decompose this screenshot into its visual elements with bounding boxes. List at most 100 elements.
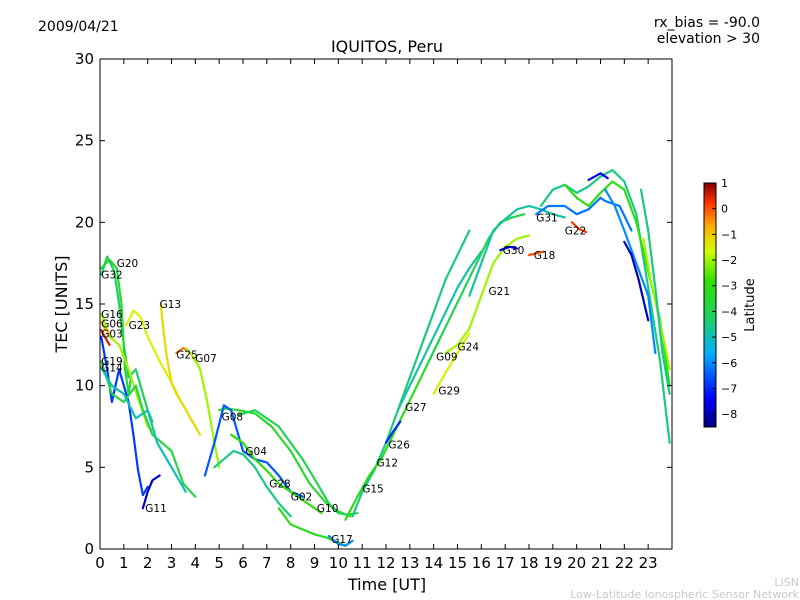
series-line-g05b xyxy=(623,240,650,322)
series-line-g03 xyxy=(100,329,111,346)
series-layer xyxy=(100,169,671,547)
series-line-g11b xyxy=(141,474,161,510)
x-tick-label: 0 xyxy=(95,554,105,572)
satellite-label-g09: G09 xyxy=(436,351,458,363)
x-axis: 0 1 2 3 4 5 6 7 8 9 10 11 12 13 14 15 16 17 18 19 20 21 22 23 xyxy=(95,59,658,572)
y-tick-label: 25 xyxy=(75,132,94,150)
x-tick-label: 13 xyxy=(400,554,419,572)
series-line-g17 xyxy=(277,507,347,547)
y-tick-label: 10 xyxy=(75,377,94,395)
satellite-label-g17: G17 xyxy=(331,534,353,546)
satellite-label-g06: G06 xyxy=(101,319,123,331)
colorbar-tick-label: 0 xyxy=(721,203,728,216)
y-axis: 0 5 10 15 20 25 30 xyxy=(75,50,672,558)
series-line-g24 xyxy=(444,234,531,355)
series-line-g30 xyxy=(499,245,519,252)
series-line-g13 xyxy=(159,302,202,436)
x-tick-label: 18 xyxy=(519,554,538,572)
x-tick-label: 14 xyxy=(424,554,443,572)
series-line-g01 xyxy=(587,172,609,181)
series-line-g27 xyxy=(396,250,483,412)
x-tick-label: 2 xyxy=(143,554,153,572)
series-line-g02 xyxy=(230,433,323,515)
colorbar-tick-label: −1 xyxy=(721,228,737,241)
colorbar-tick-label: −4 xyxy=(721,305,737,318)
satellite-label-g32: G32 xyxy=(101,270,123,282)
y-tick-label: 15 xyxy=(75,295,94,313)
elevation-label: elevation > 30 xyxy=(657,31,760,47)
colorbar-tick-label: −6 xyxy=(721,357,737,370)
x-tick-label: 4 xyxy=(191,554,201,572)
colorbar-tick-label: 1 xyxy=(721,177,728,190)
x-tick-label: 7 xyxy=(262,554,272,572)
colorbar-tick-label: −3 xyxy=(721,280,737,293)
satellite-label-g30: G30 xyxy=(503,245,525,257)
satellite-label-g16: G16 xyxy=(101,309,123,321)
plot-frame xyxy=(99,58,673,550)
x-tick-label: 16 xyxy=(472,554,491,572)
x-tick-label: 6 xyxy=(238,554,248,572)
series-line-g16 xyxy=(100,312,156,433)
x-tick-label: 1 xyxy=(119,554,129,572)
series-line-g14 xyxy=(100,366,187,493)
series-line-g07 xyxy=(184,347,221,469)
satellite-label-g03: G03 xyxy=(101,328,123,340)
chart-title: IQUITOS, Peru xyxy=(331,37,443,56)
satellite-label-g10: G10 xyxy=(317,503,339,515)
satellite-label-g12: G12 xyxy=(377,457,399,469)
satellite-label-g26: G26 xyxy=(388,440,410,452)
satellite-label-g24: G24 xyxy=(458,342,480,354)
satellite-label-g22: G22 xyxy=(565,226,587,238)
series-line-g19 xyxy=(100,360,197,498)
series-line-g17b xyxy=(327,534,354,547)
satellite-label-g02: G02 xyxy=(291,492,313,504)
x-tick-label: 9 xyxy=(310,554,320,572)
x-axis-label: Time [UT] xyxy=(347,575,426,594)
x-tick-label: 12 xyxy=(376,554,395,572)
footer-lisn: LISN xyxy=(774,576,799,589)
satellite-label-g13: G13 xyxy=(160,299,182,311)
satellite-label-g28: G28 xyxy=(269,479,291,491)
x-tick-label: 15 xyxy=(448,554,467,572)
y-axis-label: TEC [UNITS] xyxy=(52,256,71,354)
x-tick-label: 8 xyxy=(286,554,296,572)
satellite-label-g19: G19 xyxy=(101,356,123,368)
colorbar-ticks: 1 0 −1 −2 −3 −4 −5 −6 −7 −8 xyxy=(712,177,737,421)
satellite-label-g25: G25 xyxy=(176,350,198,362)
colorbar xyxy=(703,182,717,428)
series-line-g22c xyxy=(570,221,588,234)
y-tick-label: 30 xyxy=(75,50,94,68)
x-tick-label: 22 xyxy=(615,554,634,572)
satellite-label-g18: G18 xyxy=(534,250,556,262)
satellite-label-g14: G14 xyxy=(101,363,123,375)
series-line-g21 xyxy=(468,204,566,297)
series-line-g06 xyxy=(100,320,111,335)
satellite-label-g15: G15 xyxy=(362,484,384,496)
colorbar-tick-label: −2 xyxy=(721,254,737,267)
date-label: 2009/04/21 xyxy=(38,19,119,35)
satellite-label-g21: G21 xyxy=(489,286,511,298)
satellite-label-g20: G20 xyxy=(117,258,139,270)
colorbar-tick-label: −8 xyxy=(721,408,737,421)
x-tick-label: 17 xyxy=(496,554,515,572)
colorbar-label: Latitude xyxy=(743,278,758,332)
series-line-g04 xyxy=(203,404,304,498)
satellite-label-g11: G11 xyxy=(145,503,167,515)
x-tick-label: 10 xyxy=(329,554,348,572)
satellite-label-g23: G23 xyxy=(129,320,151,332)
x-tick-label: 5 xyxy=(214,554,224,572)
series-line-g09 xyxy=(427,213,526,363)
series-line-g10 xyxy=(237,409,359,516)
series-line-g18 xyxy=(527,250,545,257)
satellite-label-g27: G27 xyxy=(405,402,427,414)
x-tick-label: 19 xyxy=(543,554,562,572)
x-tick-label: 11 xyxy=(353,554,372,572)
series-line-g05 xyxy=(604,188,657,355)
colorbar-tick-label: −7 xyxy=(721,382,737,395)
x-tick-label: 23 xyxy=(639,554,658,572)
x-tick-label: 21 xyxy=(591,554,610,572)
footer-network: Low-Latitude Ionospheric Sensor Network xyxy=(570,588,799,600)
series-line-g26 xyxy=(384,420,402,444)
